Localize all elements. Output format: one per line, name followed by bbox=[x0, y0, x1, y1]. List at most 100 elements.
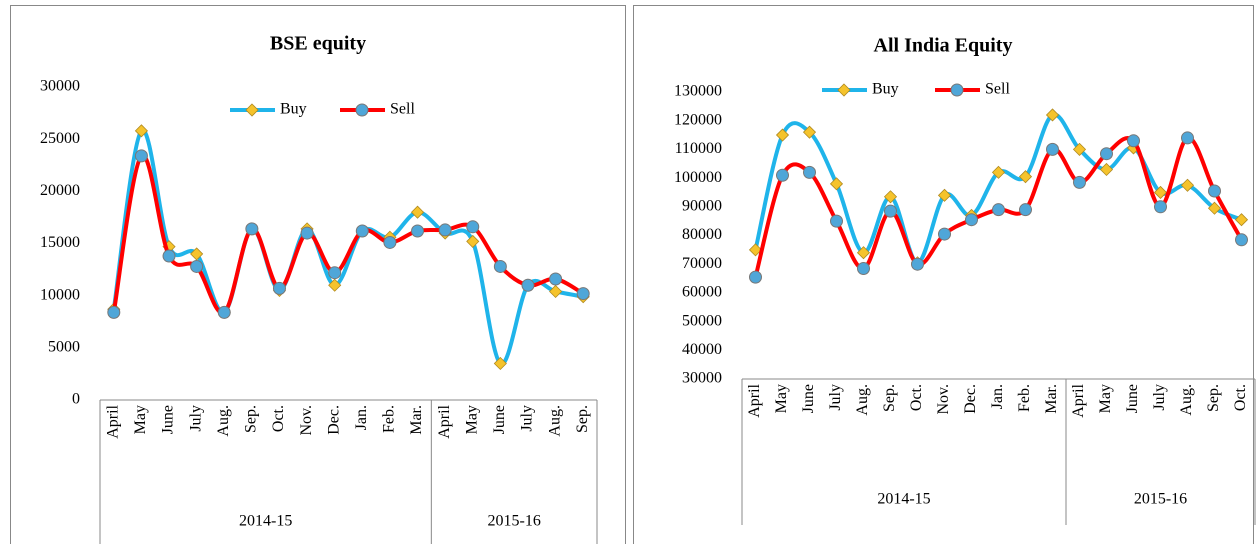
marker bbox=[1099, 162, 1114, 177]
line bbox=[111, 153, 585, 315]
marker bbox=[355, 224, 369, 238]
marker bbox=[1234, 213, 1249, 227]
marker bbox=[383, 235, 397, 249]
marker bbox=[1127, 134, 1140, 148]
chart-frame bbox=[633, 5, 1254, 544]
marker bbox=[576, 287, 590, 301]
legend-label: Sell bbox=[985, 81, 1010, 98]
marker bbox=[410, 205, 425, 219]
marker bbox=[1180, 178, 1195, 192]
x-tick-label: Sep. bbox=[1205, 384, 1222, 412]
x-tick-label: April bbox=[104, 404, 121, 438]
marker bbox=[992, 203, 1005, 217]
x-tick-label: July bbox=[827, 384, 844, 411]
y-tick-label: 25000 bbox=[40, 130, 80, 147]
marker bbox=[107, 305, 121, 319]
y-tick-label: 30000 bbox=[40, 78, 80, 95]
group-label: 2015-16 bbox=[1134, 491, 1187, 508]
marker bbox=[938, 227, 951, 241]
x-tick-label: May bbox=[773, 384, 790, 413]
series bbox=[749, 131, 1248, 284]
marker bbox=[1072, 142, 1087, 156]
y-tick-label: 5000 bbox=[48, 339, 80, 356]
x-tick-label: Mar. bbox=[1043, 384, 1060, 414]
marker bbox=[438, 223, 452, 237]
x-tick-label: May bbox=[1097, 384, 1114, 413]
x-tick-label: Aug. bbox=[215, 405, 232, 437]
marker bbox=[837, 83, 851, 97]
marker bbox=[911, 257, 924, 271]
marker bbox=[217, 305, 231, 319]
x-tick-label: Aug. bbox=[1178, 384, 1195, 416]
marker bbox=[245, 222, 259, 236]
marker bbox=[134, 124, 148, 138]
marker bbox=[272, 281, 286, 295]
series bbox=[107, 124, 590, 371]
y-tick-label: 130000 bbox=[674, 83, 722, 100]
x-tick-label: June bbox=[491, 405, 508, 434]
chart-title: BSE equity bbox=[270, 33, 366, 55]
y-tick-label: 40000 bbox=[682, 341, 722, 358]
x-tick-label: Dec. bbox=[962, 384, 979, 414]
marker bbox=[1073, 175, 1086, 189]
marker bbox=[775, 128, 790, 142]
y-tick-label: 0 bbox=[72, 391, 80, 408]
group-label: 2014-15 bbox=[877, 491, 930, 508]
y-tick-label: 20000 bbox=[40, 182, 80, 199]
x-tick-label: Oct. bbox=[1232, 384, 1249, 411]
marker bbox=[950, 83, 964, 97]
marker bbox=[521, 278, 535, 292]
marker bbox=[802, 125, 817, 139]
marker bbox=[1181, 131, 1194, 145]
x-tick-label: Oct. bbox=[908, 384, 925, 411]
marker bbox=[1154, 200, 1167, 214]
x-tick-label: Sep. bbox=[243, 405, 260, 433]
marker bbox=[190, 259, 204, 273]
y-tick-label: 70000 bbox=[682, 255, 722, 272]
x-tick-label: July bbox=[187, 405, 204, 432]
marker bbox=[965, 213, 978, 227]
marker bbox=[355, 103, 369, 117]
x-tick-label: Nov. bbox=[935, 384, 952, 415]
marker bbox=[411, 224, 425, 238]
x-tick-label: Jan. bbox=[353, 405, 370, 430]
x-tick-label: July bbox=[519, 405, 536, 432]
x-tick-label: Oct. bbox=[270, 405, 287, 432]
y-tick-label: 10000 bbox=[40, 286, 80, 303]
x-tick-label: April bbox=[1070, 383, 1087, 417]
marker bbox=[328, 278, 342, 292]
marker bbox=[1235, 233, 1248, 247]
x-tick-label: Aug. bbox=[854, 384, 871, 416]
series bbox=[107, 149, 590, 319]
x-tick-label: June bbox=[160, 405, 177, 434]
y-tick-label: 50000 bbox=[682, 312, 722, 329]
marker bbox=[884, 204, 897, 218]
marker bbox=[991, 165, 1006, 179]
x-tick-label: Aug. bbox=[546, 405, 563, 437]
x-tick-label: Dec. bbox=[325, 405, 342, 435]
x-tick-label: April bbox=[436, 404, 453, 438]
x-tick-label: May bbox=[463, 405, 480, 434]
y-tick-label: 80000 bbox=[682, 226, 722, 243]
x-tick-label: Sep. bbox=[574, 405, 591, 433]
y-tick-label: 100000 bbox=[674, 169, 722, 186]
marker bbox=[493, 356, 507, 371]
x-tick-label: Feb. bbox=[381, 405, 398, 433]
y-tick-label: 60000 bbox=[682, 284, 722, 301]
marker bbox=[328, 266, 342, 280]
y-tick-label: 15000 bbox=[40, 234, 80, 251]
x-tick-label: April bbox=[746, 383, 763, 417]
marker bbox=[245, 103, 259, 117]
x-tick-label: July bbox=[1151, 384, 1168, 411]
chart-title: All India Equity bbox=[874, 35, 1013, 57]
marker bbox=[1019, 203, 1032, 217]
chart-frame bbox=[10, 5, 626, 544]
marker bbox=[162, 249, 176, 263]
x-tick-label: Feb. bbox=[1016, 384, 1033, 412]
group-label: 2015-16 bbox=[488, 513, 541, 530]
marker bbox=[749, 270, 762, 284]
marker bbox=[776, 168, 789, 182]
marker bbox=[830, 214, 843, 228]
marker bbox=[1100, 147, 1113, 161]
